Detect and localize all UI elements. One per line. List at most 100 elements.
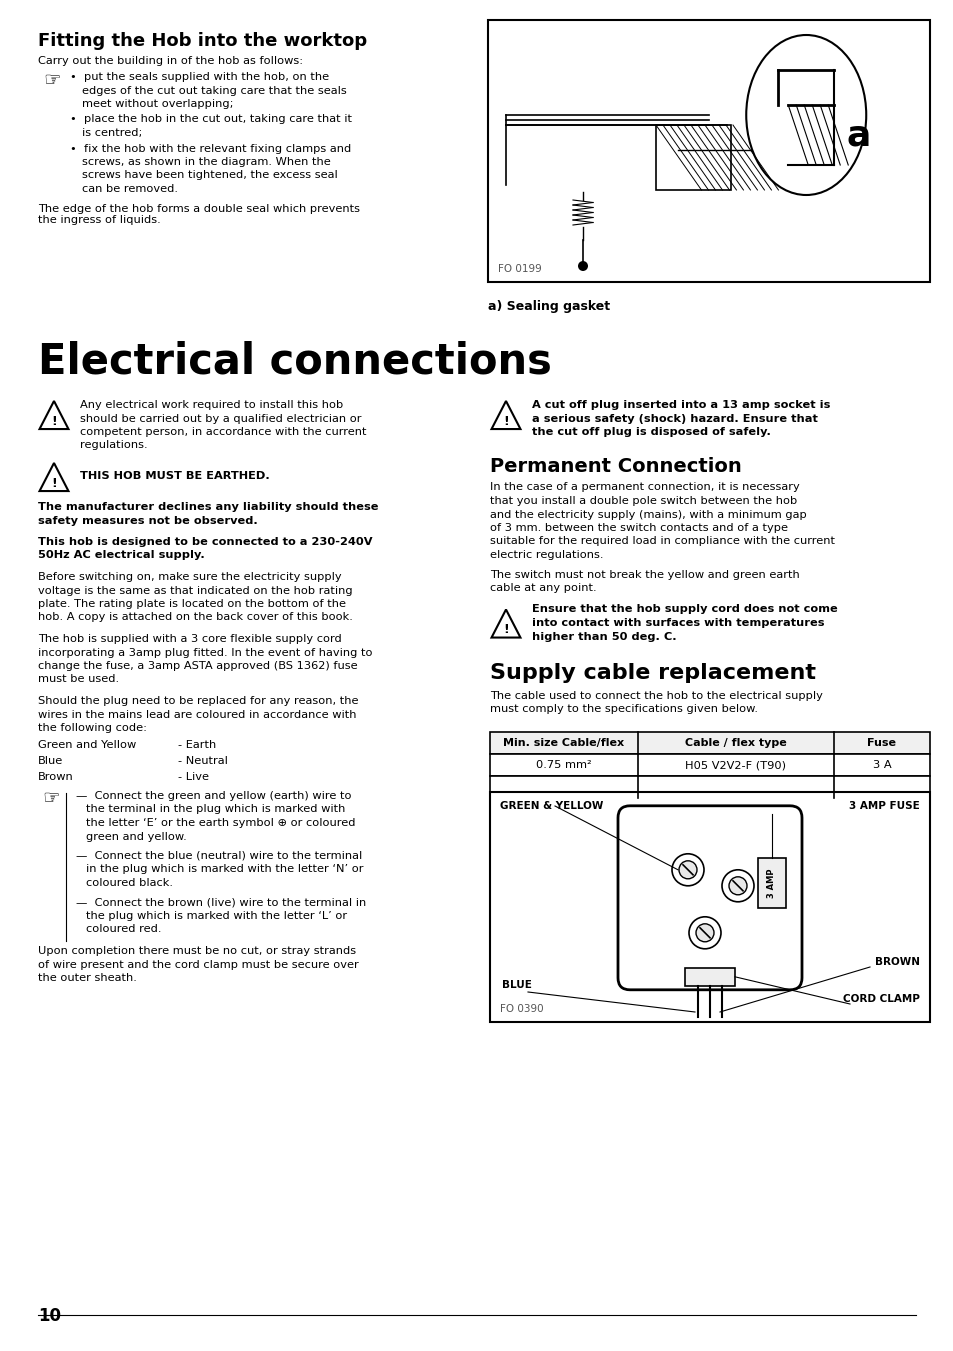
Text: should be carried out by a qualified electrician or: should be carried out by a qualified ele… — [80, 413, 361, 423]
Text: H05 V2V2-F (T90): H05 V2V2-F (T90) — [685, 761, 785, 770]
Text: in the plug which is marked with the letter ‘N’ or: in the plug which is marked with the let… — [86, 865, 363, 874]
Text: THIS HOB MUST BE EARTHED.: THIS HOB MUST BE EARTHED. — [80, 471, 270, 481]
Text: The cable used to connect the hob to the electrical supply: The cable used to connect the hob to the… — [490, 690, 822, 701]
Text: A cut off plug inserted into a 13 amp socket is: A cut off plug inserted into a 13 amp so… — [532, 400, 829, 409]
Text: !: ! — [51, 415, 57, 427]
Circle shape — [721, 870, 753, 902]
Text: !: ! — [502, 415, 508, 427]
Text: Before switching on, make sure the electricity supply: Before switching on, make sure the elect… — [38, 571, 341, 582]
Text: the terminal in the plug which is marked with: the terminal in the plug which is marked… — [86, 804, 345, 815]
Text: Blue: Blue — [38, 757, 63, 766]
Text: a) Sealing gasket: a) Sealing gasket — [488, 300, 610, 313]
Text: This hob is designed to be connected to a 230-240V: This hob is designed to be connected to … — [38, 536, 372, 547]
Text: voltage is the same as that indicated on the hob rating: voltage is the same as that indicated on… — [38, 585, 353, 596]
Bar — [490, 754, 929, 775]
Circle shape — [671, 854, 703, 886]
Text: Fuse: Fuse — [866, 738, 896, 748]
Text: the following code:: the following code: — [38, 723, 147, 734]
Bar — [656, 126, 730, 190]
Text: The hob is supplied with a 3 core flexible supply cord: The hob is supplied with a 3 core flexib… — [38, 634, 341, 644]
Circle shape — [578, 261, 587, 272]
Text: Brown: Brown — [38, 771, 73, 781]
Text: BROWN: BROWN — [874, 957, 919, 967]
Text: The manufacturer declines any liability should these: The manufacturer declines any liability … — [38, 503, 378, 512]
Text: - Neutral: - Neutral — [178, 757, 228, 766]
Text: screws have been tightened, the excess seal: screws have been tightened, the excess s… — [82, 170, 337, 181]
Text: Any electrical work required to install this hob: Any electrical work required to install … — [80, 400, 343, 409]
Text: can be removed.: can be removed. — [82, 184, 178, 195]
Text: 3 AMP: 3 AMP — [767, 869, 776, 897]
Text: suitable for the required load in compliance with the current: suitable for the required load in compli… — [490, 536, 834, 547]
Text: the cut off plug is disposed of safely.: the cut off plug is disposed of safely. — [532, 427, 770, 436]
Text: Should the plug need to be replaced for any reason, the: Should the plug need to be replaced for … — [38, 696, 358, 707]
Text: Min. size Cable/flex: Min. size Cable/flex — [503, 738, 624, 748]
Text: a serious safety (shock) hazard. Ensure that: a serious safety (shock) hazard. Ensure … — [532, 413, 817, 423]
Text: Green and Yellow: Green and Yellow — [38, 740, 136, 751]
Text: into contact with surfaces with temperatures: into contact with surfaces with temperat… — [532, 617, 823, 628]
Text: cable at any point.: cable at any point. — [490, 584, 596, 593]
Text: a: a — [845, 118, 870, 153]
Text: must comply to the specifications given below.: must comply to the specifications given … — [490, 704, 758, 715]
Text: 0.75 mm²: 0.75 mm² — [536, 761, 591, 770]
Text: - Live: - Live — [178, 771, 209, 781]
Text: edges of the cut out taking care that the seals: edges of the cut out taking care that th… — [82, 85, 346, 96]
Text: The switch must not break the yellow and green earth: The switch must not break the yellow and… — [490, 570, 799, 580]
Text: the plug which is marked with the letter ‘L’ or: the plug which is marked with the letter… — [86, 911, 347, 921]
Bar — [490, 775, 929, 798]
Text: ☞: ☞ — [42, 789, 60, 808]
Text: the outer sheath.: the outer sheath. — [38, 973, 136, 984]
Text: Carry out the building in of the hob as follows:: Carry out the building in of the hob as … — [38, 55, 303, 66]
Text: hob. A copy is attached on the back cover of this book.: hob. A copy is attached on the back cove… — [38, 612, 353, 623]
Text: 50Hz AC electrical supply.: 50Hz AC electrical supply. — [38, 550, 205, 561]
Bar — [758, 858, 785, 908]
Text: Supply cable replacement: Supply cable replacement — [490, 663, 815, 684]
Text: BLUE: BLUE — [501, 979, 532, 990]
Text: —  Connect the blue (neutral) wire to the terminal: — Connect the blue (neutral) wire to the… — [76, 851, 362, 861]
Bar — [488, 20, 929, 282]
Text: Fitting the Hob into the worktop: Fitting the Hob into the worktop — [38, 32, 367, 50]
Circle shape — [728, 877, 746, 894]
Text: plate. The rating plate is located on the bottom of the: plate. The rating plate is located on th… — [38, 598, 346, 609]
Text: FO 0199: FO 0199 — [497, 263, 541, 274]
Text: is centred;: is centred; — [82, 128, 142, 138]
Bar — [490, 792, 929, 1021]
Text: coloured red.: coloured red. — [86, 924, 161, 935]
Text: competent person, in accordance with the current: competent person, in accordance with the… — [80, 427, 366, 436]
Text: 10: 10 — [38, 1306, 61, 1325]
Text: of wire present and the cord clamp must be secure over: of wire present and the cord clamp must … — [38, 959, 358, 970]
Text: that you install a double pole switch between the hob: that you install a double pole switch be… — [490, 496, 797, 507]
Text: •  put the seals supplied with the hob, on the: • put the seals supplied with the hob, o… — [70, 72, 329, 82]
Text: higher than 50 deg. C.: higher than 50 deg. C. — [532, 631, 676, 642]
Text: the letter ‘E’ or the earth symbol ⊕ or coloured: the letter ‘E’ or the earth symbol ⊕ or … — [86, 817, 355, 828]
Circle shape — [688, 917, 720, 948]
Text: Ensure that the hob supply cord does not come: Ensure that the hob supply cord does not… — [532, 604, 837, 615]
Text: !: ! — [502, 623, 508, 636]
Text: •  place the hob in the cut out, taking care that it: • place the hob in the cut out, taking c… — [70, 115, 352, 124]
Text: Electrical connections: Electrical connections — [38, 340, 551, 382]
Text: and the electricity supply (mains), with a minimum gap: and the electricity supply (mains), with… — [490, 509, 806, 520]
Bar — [490, 732, 929, 754]
Text: coloured black.: coloured black. — [86, 878, 172, 888]
Text: safety measures not be observed.: safety measures not be observed. — [38, 516, 257, 526]
Text: In the case of a permanent connection, it is necessary: In the case of a permanent connection, i… — [490, 482, 799, 493]
Text: —  Connect the green and yellow (earth) wire to: — Connect the green and yellow (earth) w… — [76, 790, 351, 801]
Text: The edge of the hob forms a double seal which prevents
the ingress of liquids.: The edge of the hob forms a double seal … — [38, 204, 359, 226]
Text: meet without overlapping;: meet without overlapping; — [82, 99, 233, 109]
Text: green and yellow.: green and yellow. — [86, 831, 187, 842]
Text: wires in the mains lead are coloured in accordance with: wires in the mains lead are coloured in … — [38, 709, 356, 720]
Text: —  Connect the brown (live) wire to the terminal in: — Connect the brown (live) wire to the t… — [76, 897, 366, 908]
Text: ☞: ☞ — [43, 70, 61, 89]
Text: GREEN & YELLOW: GREEN & YELLOW — [499, 801, 602, 811]
Text: Upon completion there must be no cut, or stray strands: Upon completion there must be no cut, or… — [38, 946, 355, 957]
Text: regulations.: regulations. — [80, 440, 148, 450]
Text: 3 AMP FUSE: 3 AMP FUSE — [848, 801, 919, 811]
Text: CORD CLAMP: CORD CLAMP — [842, 994, 919, 1004]
Text: - Earth: - Earth — [178, 740, 216, 751]
Bar — [684, 967, 734, 986]
Circle shape — [679, 861, 697, 878]
Text: screws, as shown in the diagram. When the: screws, as shown in the diagram. When th… — [82, 157, 331, 168]
Text: !: ! — [51, 477, 57, 489]
Text: Permanent Connection: Permanent Connection — [490, 457, 741, 476]
Text: 3 A: 3 A — [872, 761, 890, 770]
Text: change the fuse, a 3amp ASTA approved (BS 1362) fuse: change the fuse, a 3amp ASTA approved (B… — [38, 661, 357, 671]
